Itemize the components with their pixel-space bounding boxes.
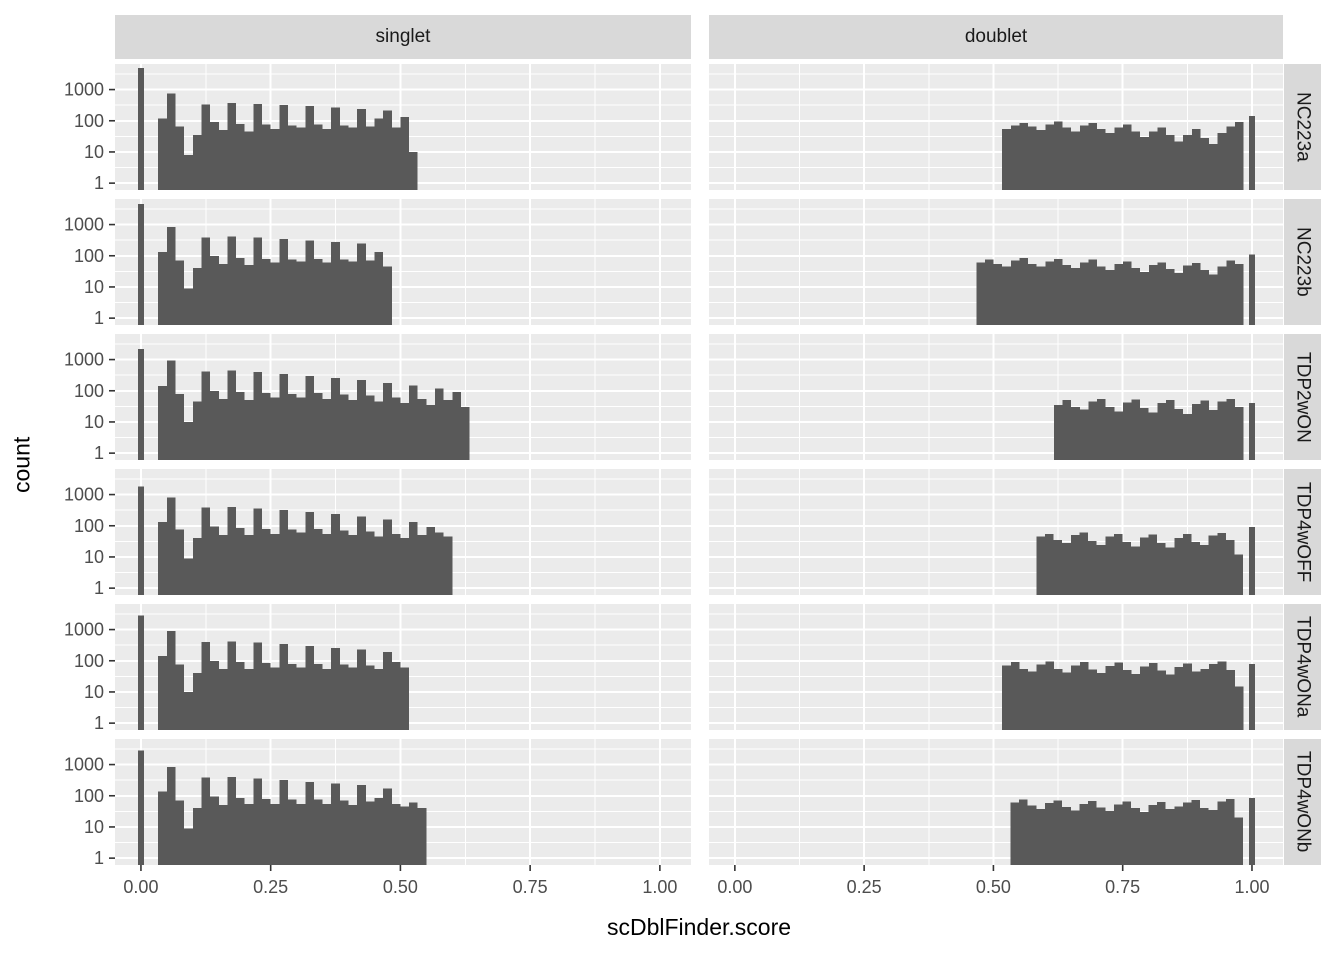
x-axis: 0.00 0.25 0.50 0.75 1.00 0.00 0.25 0.50 0.75 1.00	[123, 865, 1269, 897]
x-tick-label: 1.00	[642, 877, 677, 897]
spike-bar	[137, 615, 145, 730]
row-facet-label: TDP4wONa	[1292, 616, 1314, 718]
histogram-bars	[1053, 398, 1256, 460]
row-facet-strip-3: TDP4wOFF	[1284, 469, 1321, 595]
y-tick-label: 10	[84, 547, 104, 567]
x-tick-label: 0.50	[383, 877, 418, 897]
panel-TDP2wON-doublet	[709, 334, 1283, 460]
spike-bar	[1248, 403, 1256, 460]
y-tick-label: 1000	[64, 215, 104, 235]
x-tick-label: 0.25	[847, 877, 882, 897]
x-tick-label: 1.00	[1234, 877, 1269, 897]
panel-TDP4wONb-doublet	[709, 739, 1283, 865]
row-facet-strip-0: NC223a	[1284, 64, 1321, 190]
column-facet-label: doublet	[964, 26, 1028, 47]
y-tick-label: 100	[74, 381, 104, 401]
y-tick-label: 10	[84, 142, 104, 162]
row-facet-strip-2: TDP2wON	[1284, 334, 1321, 460]
x-tick-label: 0.25	[253, 877, 288, 897]
y-axis-title: count	[8, 436, 35, 493]
panel-NC223a-singlet	[115, 64, 691, 190]
y-axis: 1 10 100 1000 1 10 100 1000 1 10 100 1000 1 10 100 1000…	[64, 80, 115, 868]
row-facet-label: NC223b	[1292, 227, 1314, 297]
y-tick-label: 1	[94, 848, 104, 868]
histogram-bars	[137, 204, 392, 325]
row-facet-label: TDP2wON	[1292, 351, 1314, 443]
y-tick-label: 100	[74, 246, 104, 266]
panel-NC223a-doublet	[709, 64, 1283, 190]
y-tick-label: 100	[74, 651, 104, 671]
histogram-bars	[1002, 661, 1256, 730]
spike-bar	[137, 204, 145, 325]
spike-bar	[137, 750, 145, 865]
y-tick-label: 10	[84, 277, 104, 297]
x-tick-label: 0.00	[123, 877, 158, 897]
y-tick-label: 1	[94, 578, 104, 598]
column-facet-label: singlet	[375, 26, 431, 47]
spike-bar	[1248, 116, 1256, 190]
y-tick-label: 1000	[64, 755, 104, 775]
panel-TDP4wOFF-singlet	[115, 469, 691, 595]
row-facet-label: NC223a	[1292, 92, 1314, 162]
y-tick-label: 1000	[64, 620, 104, 640]
panel-TDP2wON-singlet	[115, 334, 691, 460]
panel-NC223b-doublet	[709, 199, 1283, 325]
spike-bar	[1248, 663, 1256, 730]
x-tick-label: 0.50	[976, 877, 1011, 897]
row-facet-label: TDP4wOFF	[1292, 481, 1314, 583]
column-facet-strip-singlet: singlet	[115, 15, 691, 59]
y-tick-label: 10	[84, 682, 104, 702]
y-tick-label: 1	[94, 443, 104, 463]
spike-bar	[137, 486, 145, 595]
histogram-bars	[137, 348, 470, 460]
spike-bar	[137, 67, 145, 190]
column-facet-strip-doublet: doublet	[709, 15, 1283, 59]
panel-TDP4wONb-singlet	[115, 739, 691, 865]
histogram-bars	[137, 67, 418, 190]
y-tick-label: 1	[94, 173, 104, 193]
y-tick-label: 1	[94, 713, 104, 733]
x-axis-title: scDblFinder.score	[606, 914, 792, 940]
spike-bar	[1248, 527, 1256, 595]
histogram-bars	[137, 615, 410, 730]
y-tick-label: 1000	[64, 80, 104, 100]
row-facet-strip-4: TDP4wONa	[1284, 604, 1321, 730]
histogram-bars	[137, 486, 453, 595]
y-tick-label: 1000	[64, 350, 104, 370]
y-tick-label: 100	[74, 516, 104, 536]
y-tick-label: 10	[84, 817, 104, 837]
panel-gridlines	[709, 64, 1283, 190]
x-tick-label: 0.75	[513, 877, 548, 897]
y-tick-label: 100	[74, 111, 104, 131]
x-tick-label: 0.75	[1105, 877, 1140, 897]
panel-TDP4wOFF-doublet	[709, 469, 1283, 595]
row-facet-strip-1: NC223b	[1284, 199, 1321, 325]
x-tick-label: 0.00	[717, 877, 752, 897]
histogram-bars	[1002, 116, 1256, 190]
histogram-bars	[1010, 797, 1256, 865]
panel-TDP4wONa-singlet	[115, 604, 691, 730]
y-tick-label: 100	[74, 786, 104, 806]
spike-bar	[1248, 254, 1256, 325]
row-facet-strip-5: TDP4wONb	[1284, 739, 1321, 865]
y-tick-label: 1	[94, 308, 104, 328]
row-facet-label: TDP4wONb	[1292, 751, 1314, 853]
panel-TDP4wONa-doublet	[709, 604, 1283, 730]
spike-bar	[137, 348, 145, 460]
histogram-bars	[137, 750, 427, 865]
panel-NC223b-singlet	[115, 199, 691, 325]
y-tick-label: 1000	[64, 485, 104, 505]
y-tick-label: 10	[84, 412, 104, 432]
histogram-bars	[1036, 527, 1256, 595]
spike-bar	[1248, 797, 1256, 865]
histogram-bars	[976, 254, 1256, 325]
